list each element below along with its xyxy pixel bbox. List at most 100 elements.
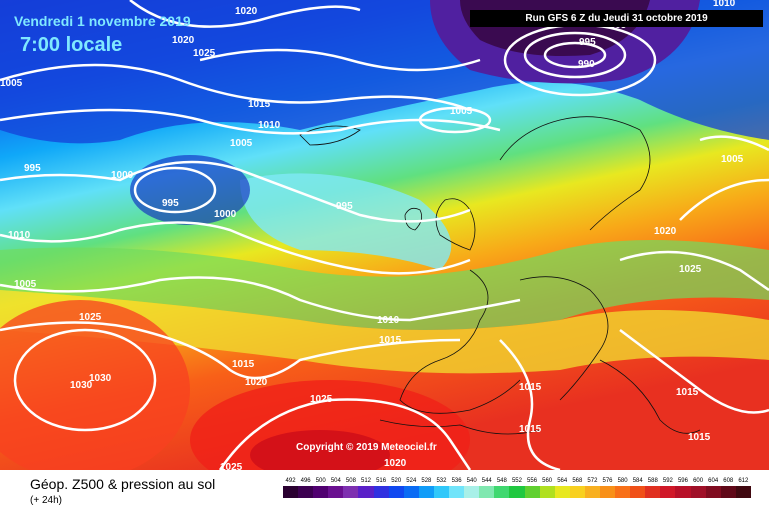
- isobar-label: 1025: [220, 462, 243, 470]
- forecast-time: 7:00 locale: [20, 34, 123, 56]
- color-scale: 492 496 500 504 508 512 516 520 524 528 532 536 540 5…: [283, 478, 751, 504]
- scale-swatch: [539, 486, 555, 498]
- run-info: Run GFS 6 Z du Jeudi 31 octobre 2019: [470, 10, 763, 27]
- scale-swatch: [554, 486, 570, 498]
- isobar-label: 1005: [450, 106, 473, 117]
- scale-swatch: [418, 486, 434, 498]
- scale-label: 524: [406, 478, 417, 484]
- forecast-map: 1020 1020 1025 1005 1015 1010 1005 995 1…: [0, 0, 769, 470]
- scale-label: 608: [723, 478, 734, 484]
- isobar-label: 1005: [721, 154, 744, 165]
- isobar-label: 990: [578, 59, 595, 70]
- scale-labels: 492 496 500 504 508 512 516 520 524 528 532 536 540 5…: [283, 478, 751, 484]
- isobar-label: 995: [162, 198, 179, 209]
- scale-label: 528: [421, 478, 432, 484]
- scale-swatch: [524, 486, 540, 498]
- scale-label: 592: [662, 478, 673, 484]
- scale-swatch: [313, 486, 329, 498]
- scale-swatch: [403, 486, 419, 498]
- scale-swatch: [479, 486, 495, 498]
- scale-swatch: [494, 486, 510, 498]
- isobar-label: 1020: [384, 458, 407, 469]
- scale-label: 532: [436, 478, 447, 484]
- scale-label: 512: [361, 478, 372, 484]
- scale-label: 516: [376, 478, 387, 484]
- scale-swatch: [615, 486, 631, 498]
- scale-label: 568: [572, 478, 583, 484]
- isobar-label: 1030: [70, 380, 93, 391]
- scale-label: 504: [330, 478, 341, 484]
- scale-label: 596: [677, 478, 688, 484]
- scale-swatch: [599, 486, 616, 498]
- scale-label: 492: [285, 478, 296, 484]
- scale-label: 540: [466, 478, 477, 484]
- isobar-label: 1010: [258, 120, 281, 131]
- legend-subtitle: (+ 24h): [30, 495, 62, 506]
- scale-swatch: [358, 486, 374, 498]
- scale-label: 536: [451, 478, 462, 484]
- scale-label: 548: [496, 478, 507, 484]
- isobar-label: 1005: [230, 138, 253, 149]
- scale-label: 560: [542, 478, 553, 484]
- isobar-label: 1005: [0, 78, 23, 89]
- scale-swatch: [645, 486, 661, 498]
- scale-label: 564: [557, 478, 568, 484]
- isobar-label: 1010: [713, 0, 736, 9]
- scale-label: 556: [527, 478, 538, 484]
- scale-swatch: [298, 486, 314, 498]
- legend-title: Géop. Z500 & pression au sol: [30, 476, 216, 492]
- isobars: [0, 0, 769, 470]
- scale-label: 604: [708, 478, 719, 484]
- scale-swatch: [569, 486, 585, 498]
- scale-swatch: [449, 486, 465, 498]
- isobar-label: 1010: [377, 315, 400, 326]
- scale-label: 588: [647, 478, 658, 484]
- scale-swatch: [584, 486, 600, 498]
- scale-label: 500: [315, 478, 326, 484]
- scale-swatch: [509, 486, 525, 498]
- scale-swatch: [283, 486, 299, 498]
- isobar-label: 1020: [235, 6, 258, 17]
- isobar-label: 1000: [111, 170, 134, 181]
- forecast-date: Vendredi 1 novembre 2019: [14, 13, 191, 29]
- scale-swatch: [464, 486, 480, 498]
- scale-label: 580: [617, 478, 628, 484]
- scale-label: 576: [602, 478, 613, 484]
- scale-label: 612: [738, 478, 749, 484]
- isobar-label: 1030: [89, 373, 112, 384]
- scale-swatch: [343, 486, 359, 498]
- coastlines: [299, 116, 701, 435]
- scale-swatch: [373, 486, 389, 498]
- isobar-label: 995: [336, 201, 353, 212]
- scale-label: 496: [300, 478, 311, 484]
- scale-label: 520: [391, 478, 402, 484]
- isobar-label: 1015: [519, 382, 542, 393]
- isobar-label: 1015: [232, 359, 255, 370]
- isobar-label: 1015: [379, 335, 402, 346]
- isobar-label: 995: [24, 163, 41, 174]
- scale-label: 552: [511, 478, 522, 484]
- scale-colors: [283, 486, 751, 498]
- isobar-label: 1020: [172, 35, 195, 46]
- isobar-label: 1015: [519, 424, 542, 435]
- isobar-label: 1025: [193, 48, 216, 59]
- copyright: Copyright © 2019 Meteociel.fr: [296, 442, 437, 453]
- scale-label: 572: [587, 478, 598, 484]
- scale-label: 544: [481, 478, 492, 484]
- scale-label: 600: [693, 478, 704, 484]
- isobar-label: 1025: [310, 394, 333, 405]
- legend-bar: Géop. Z500 & pression au sol (+ 24h) 492…: [0, 470, 769, 513]
- scale-swatch: [660, 486, 676, 498]
- isobar-label: 1015: [676, 387, 699, 398]
- scale-swatch: [433, 486, 450, 498]
- scale-swatch: [388, 486, 404, 498]
- scale-swatch: [705, 486, 721, 498]
- scale-swatch: [328, 486, 344, 498]
- isobar-label: 1025: [79, 312, 102, 323]
- isobar-label: 1005: [14, 279, 37, 290]
- scale-label: 584: [632, 478, 643, 484]
- isobar-labels: 1020 1020 1025 1005 1015 1010 1005 995 1…: [0, 0, 744, 470]
- scale-swatch: [690, 486, 706, 498]
- isobar-label: 1010: [8, 230, 31, 241]
- isobar-label: 1020: [654, 226, 677, 237]
